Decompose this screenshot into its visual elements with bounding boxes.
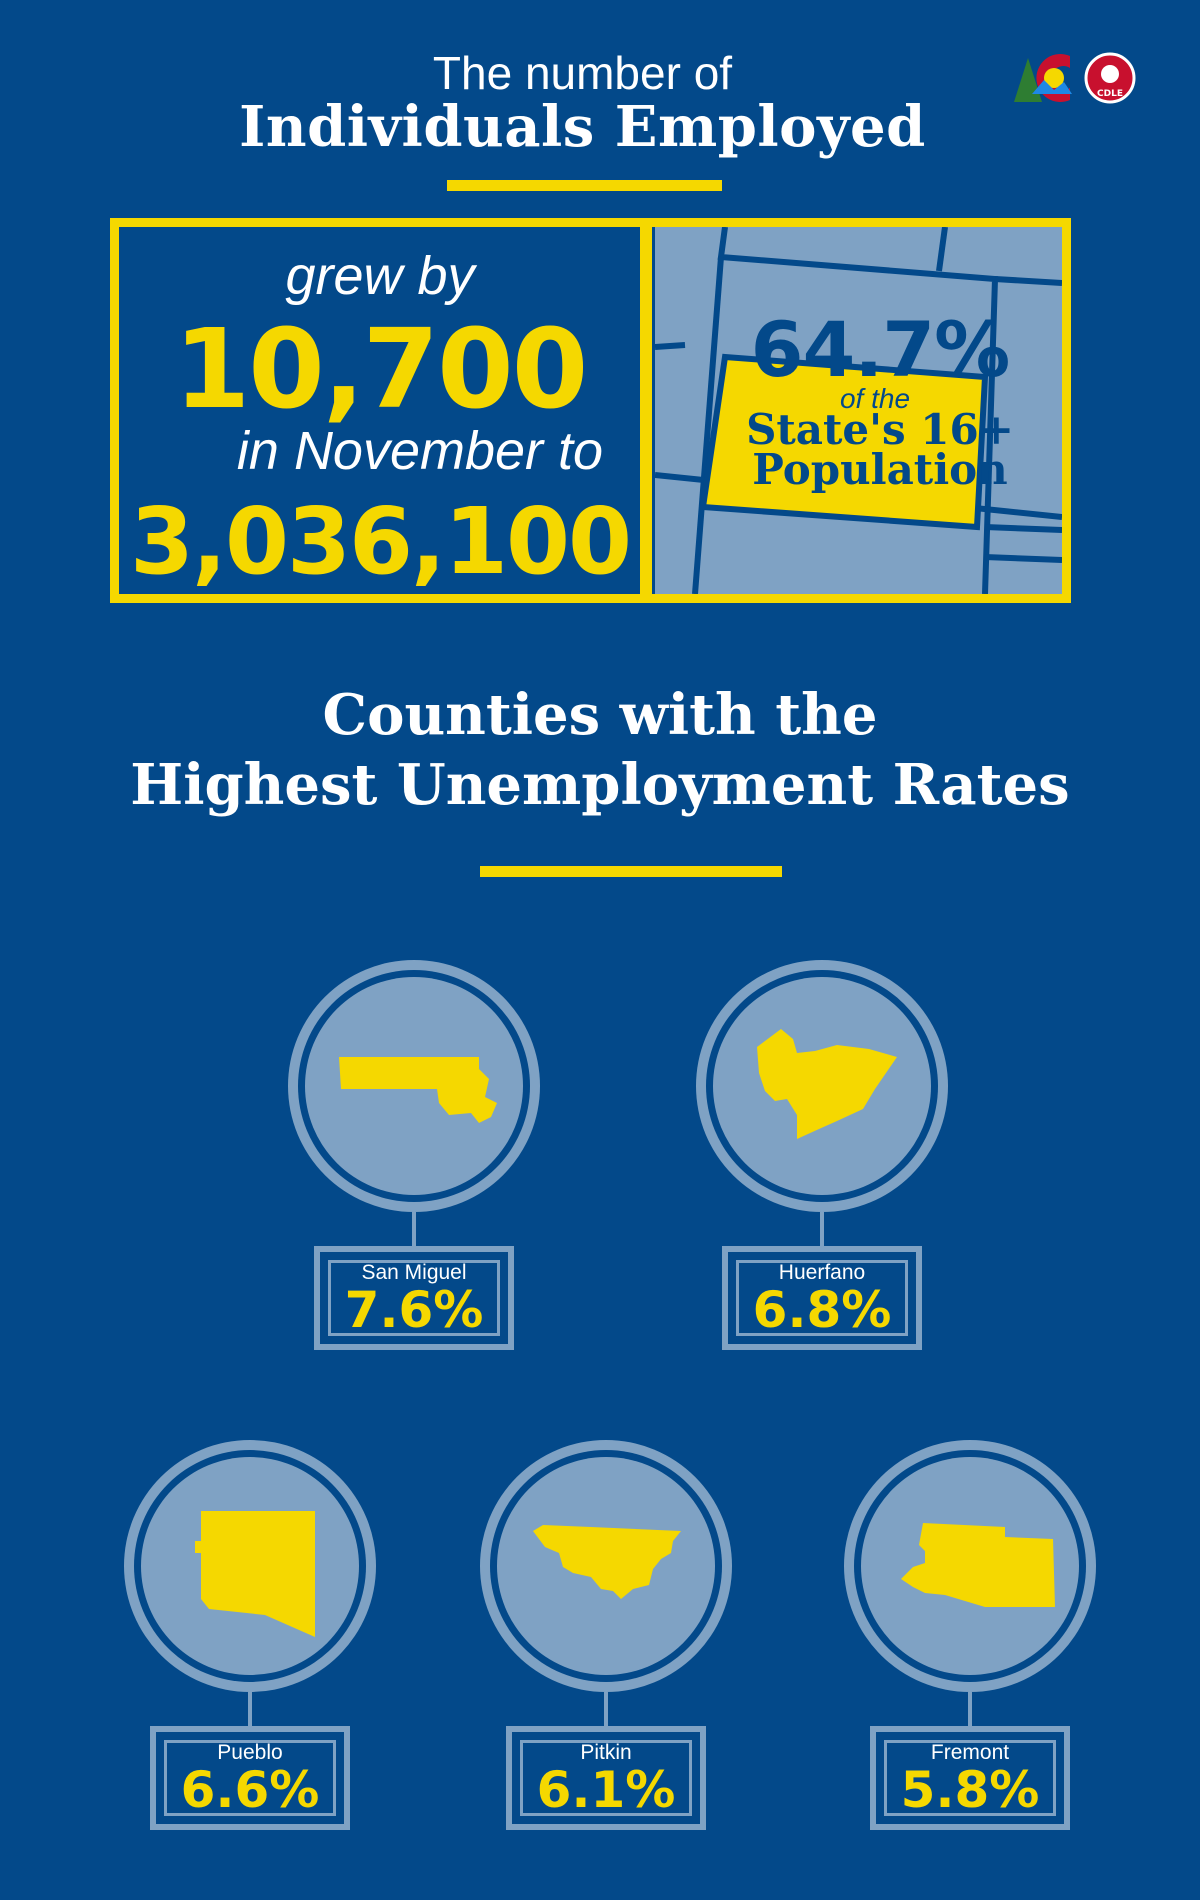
month-label: in November to	[236, 421, 604, 481]
county-tag: Pitkin 6.1%	[506, 1726, 706, 1830]
county-name: Pueblo	[217, 1741, 283, 1764]
fremont-county-shape-icon	[901, 1523, 1055, 1607]
county-tag: Fremont 5.8%	[870, 1726, 1070, 1830]
population-share-of-the: of the	[839, 383, 911, 414]
huerfano-county-shape-icon	[757, 1029, 897, 1139]
county-tag: Huerfano 6.8%	[722, 1246, 922, 1350]
counties-title-line2: Highest Unemployment Rates	[130, 752, 1070, 818]
counties-divider	[480, 866, 782, 877]
county-rate: 6.6%	[180, 1761, 320, 1819]
population-share-percent: 64.7%	[750, 305, 1011, 394]
pitkin-county-shape-icon	[533, 1525, 681, 1599]
colorado-map-graphic	[655, 227, 1062, 594]
county-card-huerfano: Huerfano 6.8%	[692, 960, 952, 1350]
county-name: Fremont	[930, 1741, 1010, 1764]
colorado-logo-icon: CDLE	[1014, 52, 1136, 104]
header-title: Individuals Employed	[239, 94, 926, 160]
pueblo-county-shape-icon	[195, 1511, 315, 1637]
panel-divider	[640, 218, 652, 603]
counties-title-line1: Counties with the	[322, 682, 878, 748]
county-card-pitkin: Pitkin 6.1%	[476, 1440, 736, 1830]
county-rate: 6.1%	[536, 1761, 676, 1819]
county-card-pueblo: Pueblo 6.6%	[120, 1440, 380, 1830]
employment-increase: 10,700	[173, 305, 588, 433]
san-miguel-county-shape-icon	[339, 1057, 497, 1123]
population-share-label: State's 16+ Population	[710, 405, 1050, 494]
county-rate: 5.8%	[900, 1761, 1040, 1819]
counties-section-title: Counties with the Highest Unemployment R…	[0, 680, 1200, 820]
cdle-logo-text: CDLE	[1097, 89, 1123, 99]
county-rate: 7.6%	[344, 1281, 484, 1339]
header-subtitle: The number of	[432, 47, 733, 99]
county-name: San Miguel	[361, 1261, 467, 1284]
county-tag: San Miguel 7.6%	[314, 1246, 514, 1350]
employment-total: 3,036,100	[130, 488, 632, 595]
grew-by-label: grew by	[285, 246, 475, 306]
county-name: Huerfano	[778, 1261, 866, 1284]
county-name: Pitkin	[580, 1741, 632, 1764]
county-tag: Pueblo 6.6%	[150, 1726, 350, 1830]
county-card-fremont: Fremont 5.8%	[840, 1440, 1100, 1830]
population-share-line1: State's 16+	[746, 405, 1014, 454]
county-card-san-miguel: San Miguel 7.6%	[284, 960, 544, 1350]
county-rate: 6.8%	[752, 1281, 892, 1339]
header-divider	[447, 180, 722, 191]
population-share-line2: Population	[752, 445, 1008, 494]
